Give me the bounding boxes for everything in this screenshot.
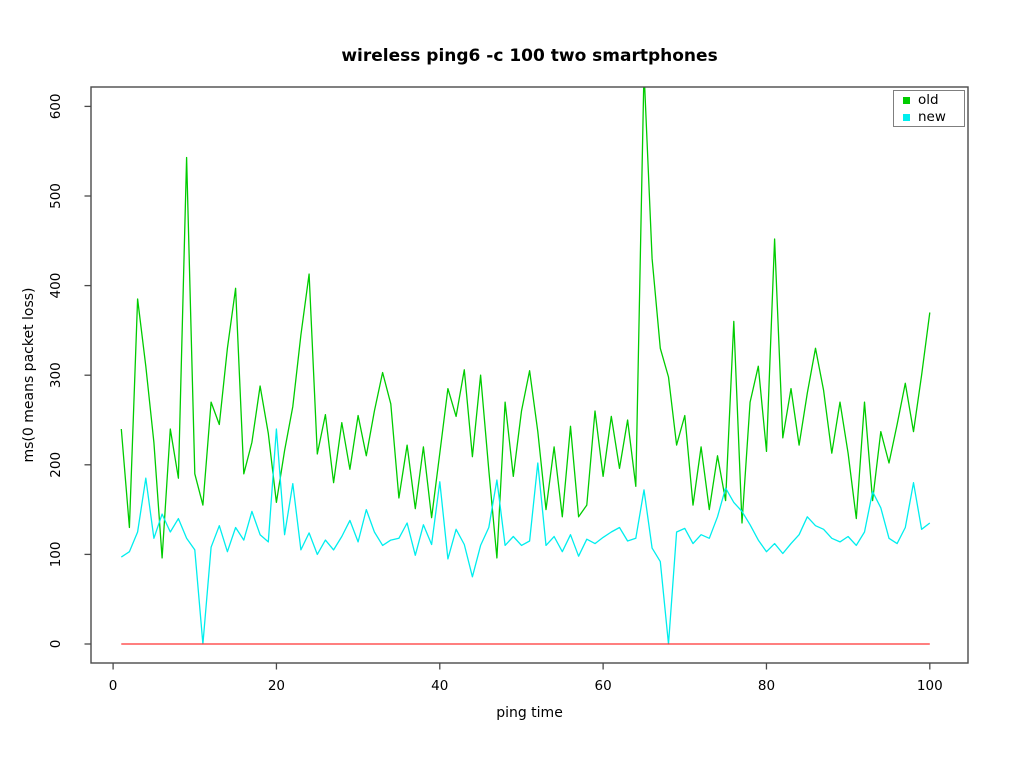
y-tick-label: 0	[48, 640, 64, 649]
y-axis-label: ms(0 means packet loss)	[21, 287, 37, 462]
y-tick-label: 400	[48, 273, 64, 299]
legend-entry-new: new	[903, 109, 964, 125]
x-axis-label: ping time	[496, 705, 563, 721]
legend: old new	[893, 90, 965, 127]
legend-entry-old: old	[903, 92, 964, 108]
y-tick-label: 200	[48, 452, 64, 478]
x-tick-label: 0	[109, 678, 118, 694]
new-series-line	[120, 428, 931, 645]
chart-title: wireless ping6 -c 100 two smartphones	[341, 46, 718, 66]
x-tick-label: 60	[595, 678, 612, 694]
old-series-marker-icon	[903, 96, 910, 104]
legend-label-old: old	[918, 92, 939, 108]
x-tick-label: 40	[431, 678, 448, 694]
x-tick-label: 80	[758, 678, 775, 694]
y-tick-label: 600	[48, 94, 64, 120]
plot-frame	[90, 86, 969, 664]
legend-label-new: new	[918, 109, 946, 125]
y-tick-label: 500	[48, 183, 64, 209]
y-tick-label: 100	[48, 542, 64, 568]
y-tick-label: 300	[48, 362, 64, 388]
old-series-line	[120, 87, 931, 559]
x-tick-label: 20	[268, 678, 285, 694]
new-series-marker-icon	[903, 113, 910, 121]
x-tick-label: 100	[917, 678, 943, 694]
